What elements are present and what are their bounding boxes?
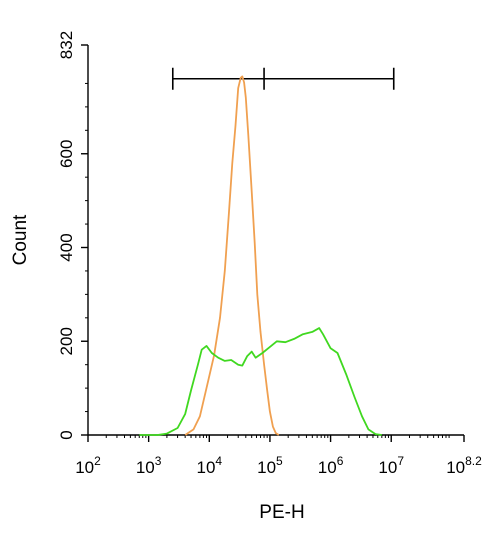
x-tick-label: 108.2 bbox=[446, 454, 482, 477]
y-tick-label: 400 bbox=[57, 233, 76, 261]
series-line-1 bbox=[184, 75, 280, 436]
x-tick-label: 106 bbox=[318, 454, 344, 477]
x-tick-label: 107 bbox=[378, 454, 404, 477]
x-tick-label: 105 bbox=[257, 454, 283, 477]
x-tick-label: 104 bbox=[196, 454, 222, 477]
tick-labels: 102 103 104 105 106 107 108.2 0 200 400 600 832 bbox=[57, 31, 482, 477]
series-lines bbox=[139, 75, 382, 436]
y-tick-label: 600 bbox=[57, 140, 76, 168]
y-tick-label: 832 bbox=[57, 31, 76, 59]
x-tick-label: 102 bbox=[75, 454, 101, 477]
series-line-2 bbox=[139, 327, 382, 436]
y-tick-label: 200 bbox=[57, 327, 76, 355]
y-axis-label: Count bbox=[10, 214, 31, 265]
x-axis-label: PE-H bbox=[259, 502, 304, 523]
axes bbox=[81, 44, 465, 442]
x-tick-label: 103 bbox=[136, 454, 162, 477]
gate-marker bbox=[171, 67, 395, 90]
y-tick-label: 0 bbox=[57, 430, 76, 439]
